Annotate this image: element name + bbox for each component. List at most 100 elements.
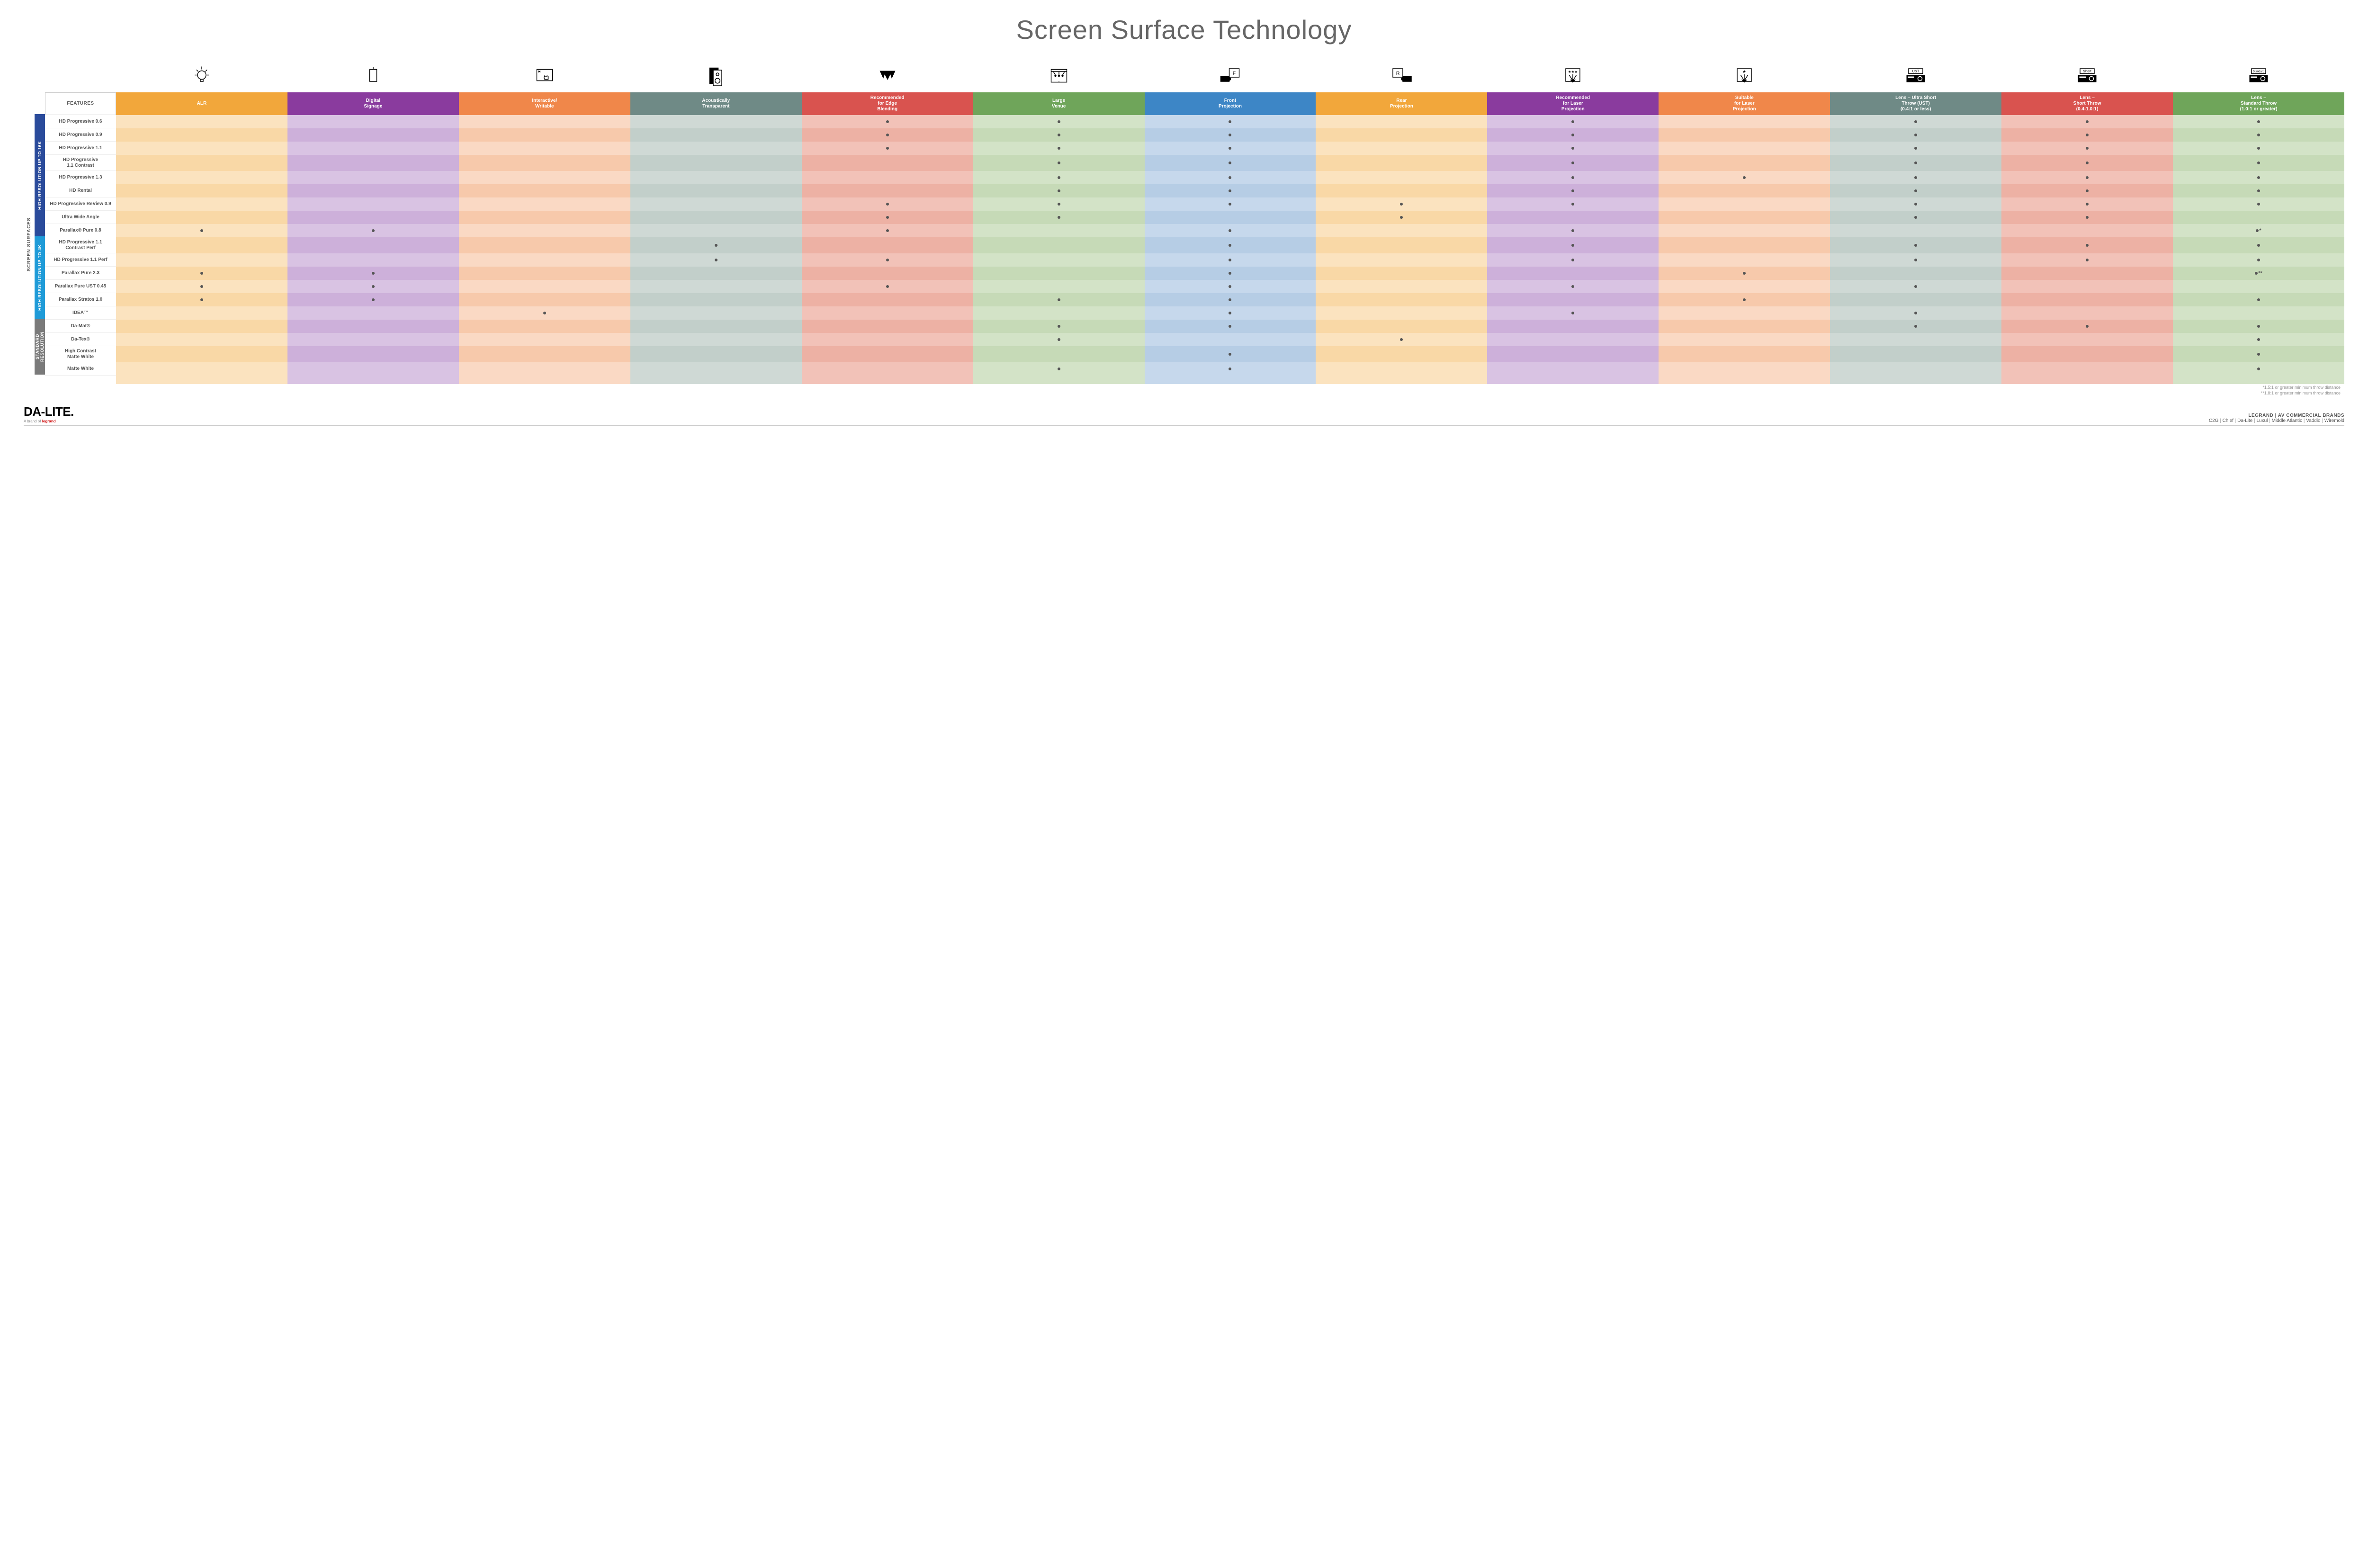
cell <box>1487 128 1659 142</box>
footer-logo-block: DA-LITE. A brand of legrand <box>24 404 74 423</box>
dot-icon <box>1229 353 1231 356</box>
cell <box>116 362 287 376</box>
cell <box>1316 184 1487 197</box>
dot-icon <box>1914 203 1917 206</box>
cell <box>1487 211 1659 224</box>
cell <box>287 253 459 267</box>
cell <box>287 280 459 293</box>
dot-icon <box>2257 134 2260 136</box>
cell <box>459 267 630 280</box>
cell <box>1830 142 2001 155</box>
dot-icon <box>1229 189 1231 192</box>
dot-icon <box>1229 272 1231 275</box>
cell <box>1659 237 1830 253</box>
cell <box>2001 333 2173 346</box>
dot-icon <box>1571 189 1574 192</box>
cell <box>630 184 802 197</box>
cell <box>459 333 630 346</box>
cell <box>1830 280 2001 293</box>
cell <box>116 115 287 128</box>
cell <box>1830 293 2001 306</box>
cell <box>2173 211 2344 224</box>
cell <box>802 142 973 155</box>
cell <box>630 253 802 267</box>
header-ust: Lens – Ultra ShortThrow (UST)(0.4:1 or l… <box>1830 92 2001 115</box>
dot-icon <box>2086 203 2089 206</box>
brands-list: C2GChiefDa-LiteLuxulMiddle AtlanticVaddi… <box>2209 418 2344 423</box>
dot-icon <box>1571 161 1574 164</box>
cell <box>287 333 459 346</box>
cell <box>1830 253 2001 267</box>
dot-icon <box>2257 353 2260 356</box>
header-front: FrontProjection <box>1145 92 1316 115</box>
cell <box>1316 267 1487 280</box>
dot-icon <box>1571 120 1574 123</box>
dot-icon <box>1400 216 1403 219</box>
dot-icon <box>2257 161 2260 164</box>
cell <box>1830 346 2001 362</box>
cell <box>459 293 630 306</box>
cell <box>973 333 1145 346</box>
cell <box>459 142 630 155</box>
cell-blank <box>1316 376 1487 384</box>
cell <box>2001 253 2173 267</box>
cell <box>1316 306 1487 320</box>
cell <box>116 346 287 362</box>
cell <box>630 333 802 346</box>
cell <box>2173 197 2344 211</box>
cell <box>973 280 1145 293</box>
cell <box>1830 320 2001 333</box>
dot-icon <box>1571 259 1574 261</box>
cell <box>973 184 1145 197</box>
header-signage: DigitalSignage <box>287 92 459 115</box>
dot-icon: ** <box>2255 270 2262 276</box>
svg-text:R: R <box>1396 71 1400 76</box>
dot-icon <box>1229 203 1231 206</box>
row-label: High ContrastMatte White <box>45 346 116 362</box>
dot-icon <box>886 216 889 219</box>
cell <box>802 224 973 237</box>
cell <box>459 362 630 376</box>
cell-blank <box>1487 376 1659 384</box>
cell <box>1659 224 1830 237</box>
cell <box>287 362 459 376</box>
cell <box>1145 293 1316 306</box>
brand-item: Da-Lite <box>2237 418 2256 423</box>
dot-icon <box>1914 312 1917 314</box>
cell <box>2173 155 2344 171</box>
dot-icon <box>1058 147 1060 150</box>
cell-blank <box>1145 376 1316 384</box>
dot-icon <box>715 244 718 247</box>
dot-icon <box>2257 189 2260 192</box>
cell <box>459 128 630 142</box>
cell <box>802 184 973 197</box>
header-alr: ALR <box>116 92 287 115</box>
cell <box>630 346 802 362</box>
cell <box>1316 224 1487 237</box>
dot-icon <box>1743 298 1746 301</box>
cell <box>116 142 287 155</box>
cell <box>1659 280 1830 293</box>
cell <box>1830 155 2001 171</box>
cell <box>116 320 287 333</box>
header-acoustic: AcousticallyTransparent <box>630 92 802 115</box>
dot-icon <box>2086 161 2089 164</box>
dot-icon <box>372 272 375 275</box>
cell <box>116 267 287 280</box>
cell <box>1830 237 2001 253</box>
cell <box>2001 155 2173 171</box>
row-label: HD Progressive1.1 Contrast <box>45 155 116 171</box>
cell <box>1830 197 2001 211</box>
cell-blank <box>287 376 459 384</box>
dot-icon <box>1229 229 1231 232</box>
cell <box>1830 333 2001 346</box>
cell-blank <box>1659 376 1830 384</box>
cell <box>973 142 1145 155</box>
cell <box>1316 197 1487 211</box>
cell <box>1659 155 1830 171</box>
svg-text:Standard: Standard <box>2253 71 2264 73</box>
cell <box>2173 280 2344 293</box>
cell <box>1487 253 1659 267</box>
row-label: HD Progressive 1.3 <box>45 171 116 184</box>
dot-icon <box>200 272 203 275</box>
